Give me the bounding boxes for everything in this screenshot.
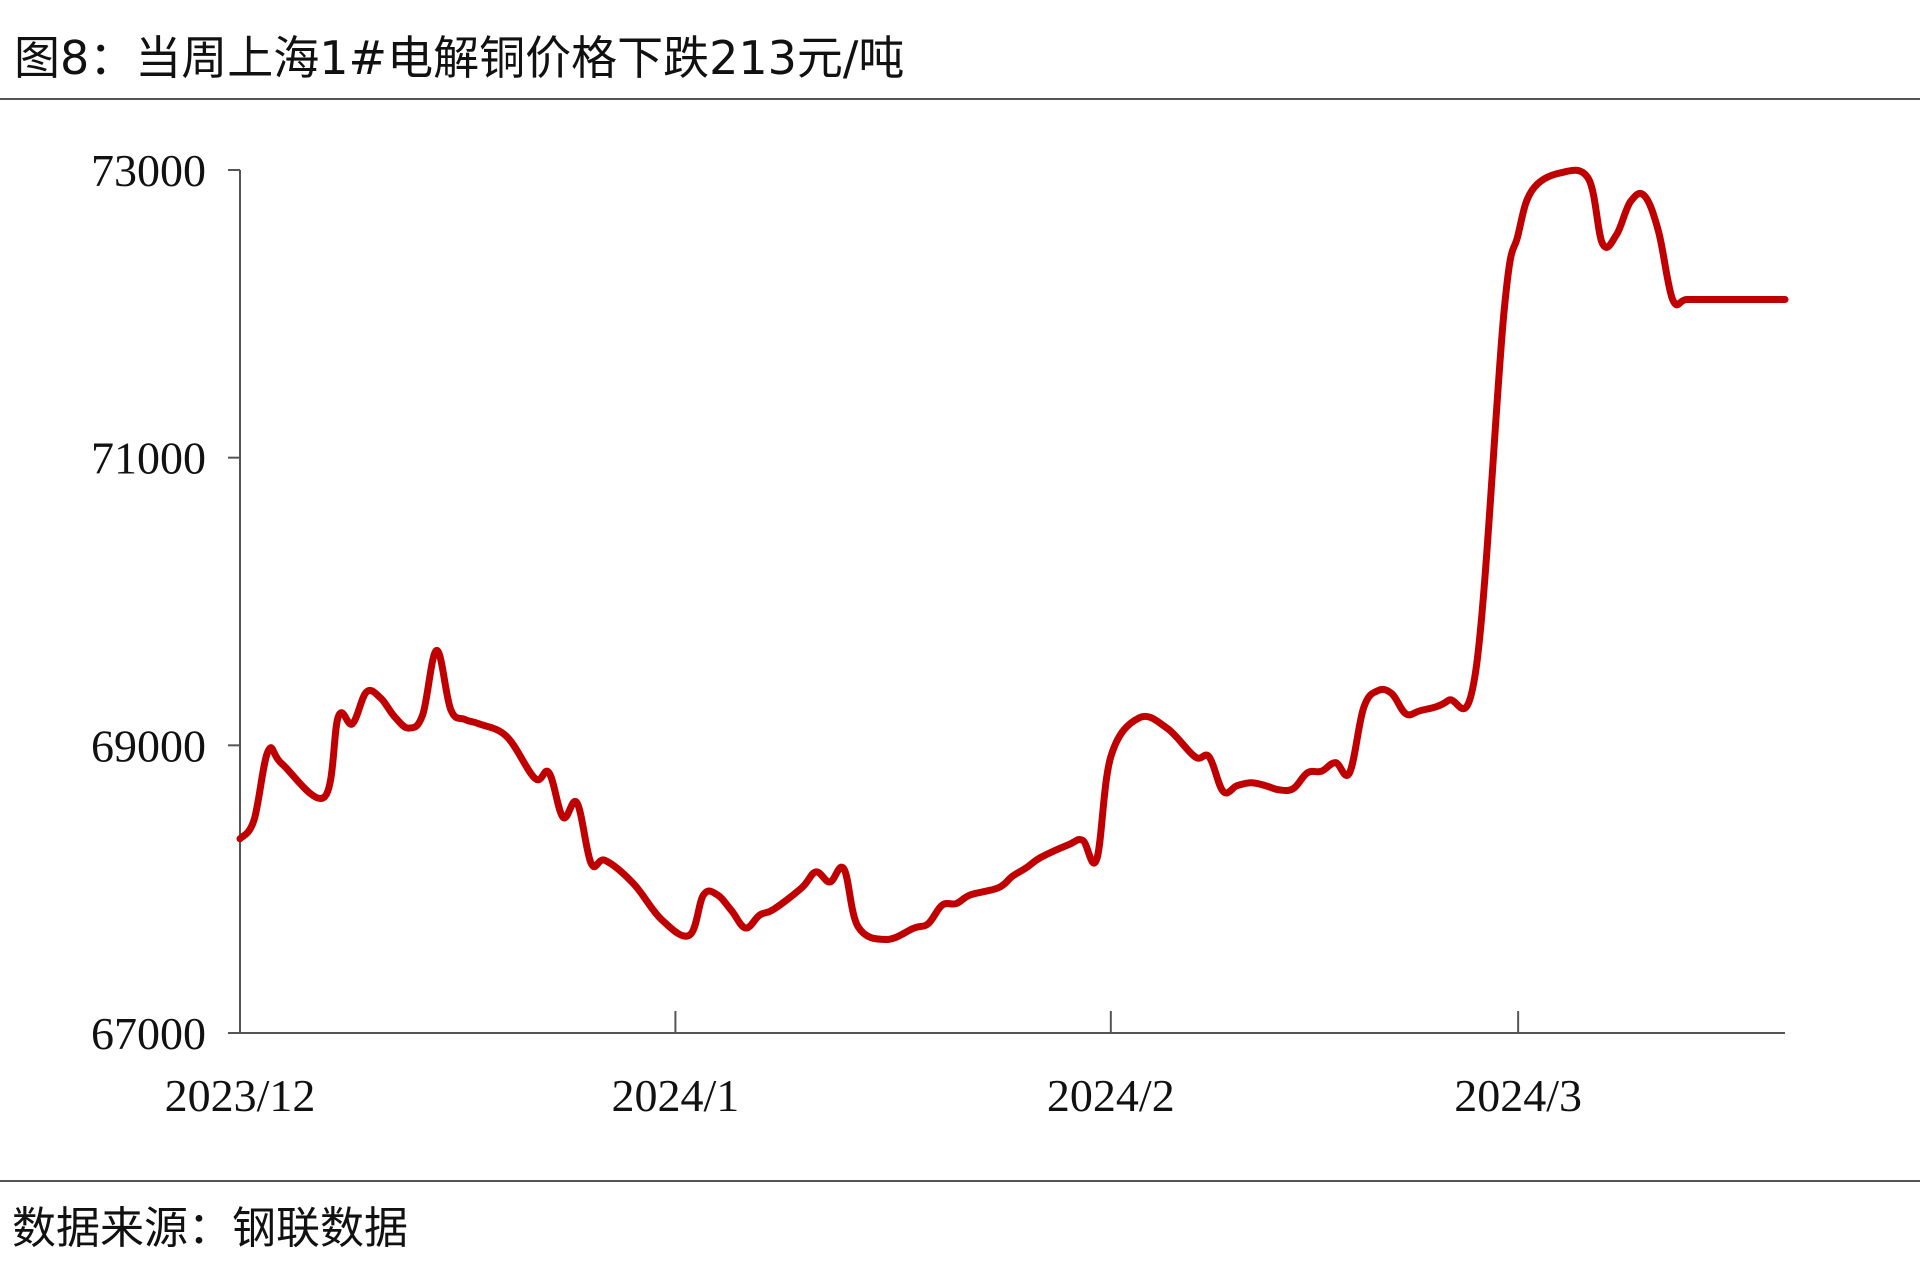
chart-title: 图8：当周上海1#电解铜价格下跌213元/吨 [14, 31, 905, 85]
bottom-divider [0, 1180, 1920, 1182]
source-note: 数据来源：钢联数据 [12, 1203, 408, 1254]
series-line [236, 166, 1789, 943]
x-tick-label: 2024/1 [612, 1070, 740, 1121]
x-tick-label: 2023/12 [165, 1070, 316, 1121]
x-tick-label: 2024/3 [1454, 1070, 1582, 1121]
y-tick-label: 73000 [91, 145, 206, 196]
y-tick-label: 69000 [91, 720, 206, 771]
series-points [240, 173, 1785, 940]
y-axis-labels: 67000 69000 71000 73000 [91, 145, 206, 1059]
top-divider [0, 98, 1920, 100]
y-tick-label: 71000 [91, 433, 206, 484]
y-tick-label: 67000 [91, 1008, 206, 1059]
x-axis-labels: 2023/12 2024/1 2024/2 2024/3 [165, 1070, 1582, 1121]
line-chart: 67000 69000 71000 73000 2023/12 2024/1 2024/2… [91, 145, 1789, 1121]
chart-axes [228, 169, 1785, 1034]
x-tick-label: 2024/2 [1047, 1070, 1175, 1121]
